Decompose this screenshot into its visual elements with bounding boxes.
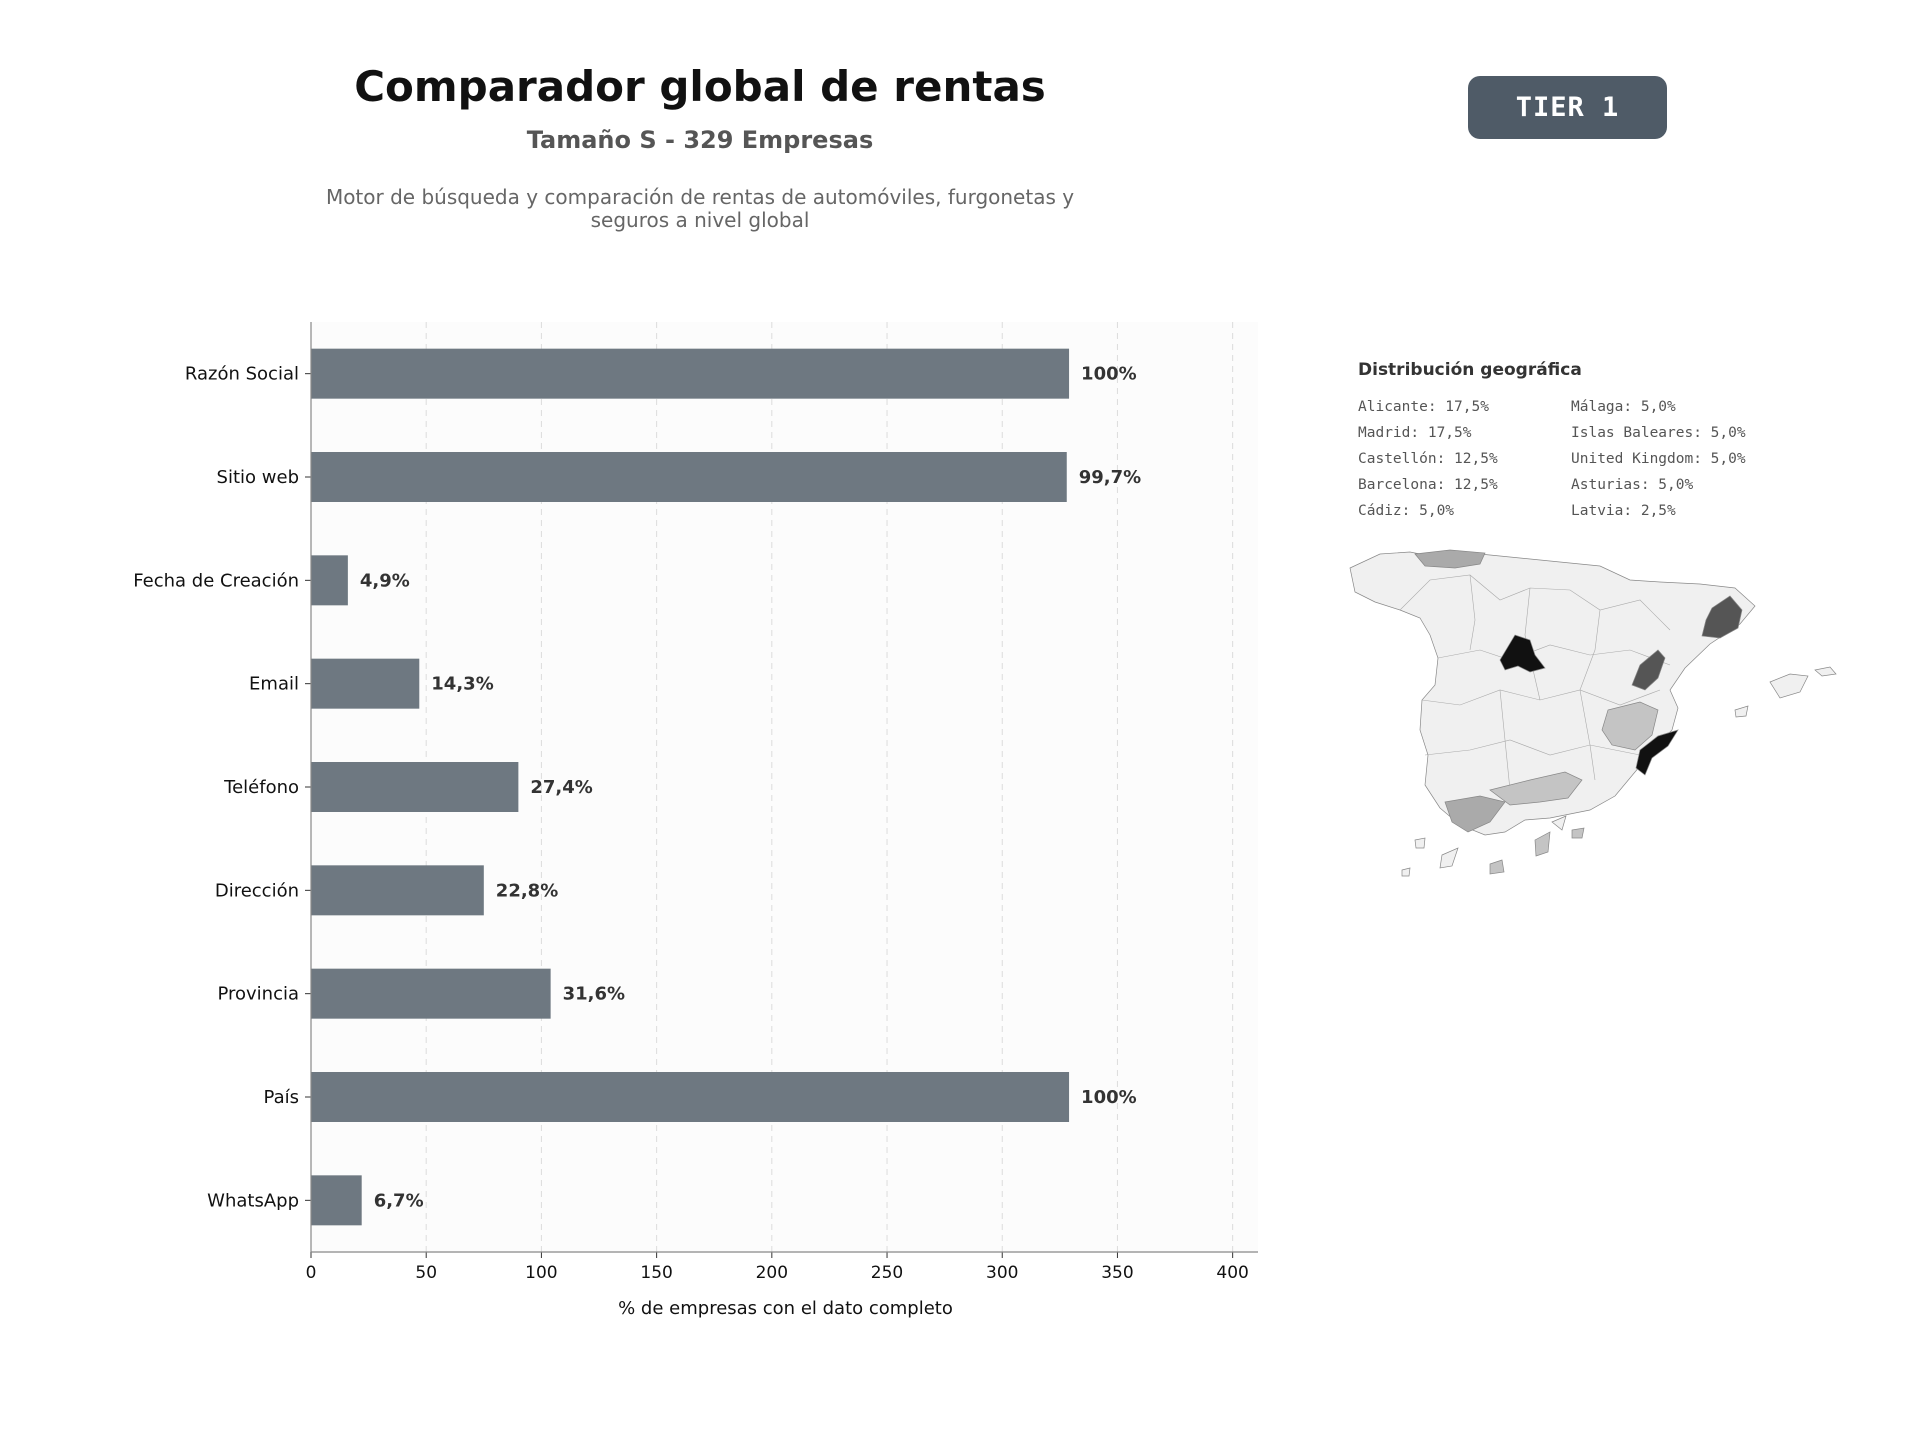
spain-choropleth-map [1349,549,1837,877]
category-label: Sitio web [217,467,299,488]
map-region-asturias [1414,549,1486,569]
bar [311,762,519,812]
description-line-2: seguros a nivel global [590,208,810,232]
geo-item: Latvia: 2,5% [1571,503,1676,519]
map-region-canarias-5 [1414,837,1426,849]
map-region-canarias-4 [1551,815,1567,831]
bar [311,1072,1070,1122]
x-tick-label: 300 [986,1263,1018,1283]
x-tick-label: 350 [1101,1263,1133,1283]
x-tick-label: 200 [756,1263,788,1283]
geo-item: United Kingdom: 5,0% [1571,451,1746,467]
map-regions [1349,549,1837,877]
bar-value-label: 22,8% [496,880,558,901]
category-label: Razón Social [185,364,299,385]
geo-column-left: Alicante: 17,5% Madrid: 17,5% Castellón:… [1358,394,1571,524]
map-region-madrid [1499,634,1546,673]
map-region-baleares-2 [1814,666,1837,677]
geo-item: Islas Baleares: 5,0% [1571,425,1746,441]
x-tick-label: 150 [640,1263,672,1283]
page-description: Motor de búsqueda y comparación de renta… [300,186,1100,232]
tier-badge: TIER 1 [1468,76,1667,139]
map-region-castellon [1631,649,1666,691]
bar [311,348,1070,399]
geo-item: Alicante: 17,5% [1358,399,1489,415]
x-tick-label: 50 [415,1263,437,1283]
bar [311,658,420,709]
bar-value-label: 6,7% [374,1190,424,1211]
x-tick-label: 0 [306,1263,317,1283]
map-region-valencia [1601,701,1659,751]
geo-legend: Alicante: 17,5% Madrid: 17,5% Castellón:… [1358,394,1878,524]
geo-item: Málaga: 5,0% [1571,399,1676,415]
bar-value-label: 27,4% [530,777,592,798]
map-region-alicante [1635,729,1679,776]
map-region-canarias-3 [1534,831,1551,857]
bar [311,452,1067,502]
geo-distribution-panel: Distribución geográfica Alicante: 17,5% … [1358,360,1878,524]
bar-value-label: 14,3% [431,674,493,695]
x-tick-label: 400 [1216,1263,1248,1283]
bar-value-label: 4,9% [360,570,410,591]
geo-item: Castellón: 12,5% [1358,451,1498,467]
map-region-ceuta [1571,827,1585,839]
map-region-malaga [1489,771,1583,806]
geo-item: Barcelona: 12,5% [1358,477,1498,493]
map-region-cadiz [1444,795,1506,833]
x-axis-label: % de empresas con el dato completo [618,1298,953,1319]
bar-value-label: 31,6% [563,984,625,1005]
x-tick-label: 100 [525,1263,557,1283]
bar [311,865,484,916]
bar-value-label: 99,7% [1079,467,1141,488]
page-title: Comparador global de rentas [354,62,1046,111]
geo-item: Madrid: 17,5% [1358,425,1472,441]
bar-value-label: 100% [1081,364,1137,385]
geo-title: Distribución geográfica [1358,360,1582,380]
bar-chart: 0 50 100 150 200 250 300 350 400 Razón Social 100%… [133,322,1258,1319]
page-subtitle: Tamaño S - 329 Empresas [526,126,874,154]
map-region-canarias-6 [1401,867,1411,877]
map-region-canarias-2 [1489,859,1505,875]
map-region-baleares [1769,673,1809,699]
description-line-1: Motor de búsqueda y comparación de renta… [325,185,1075,209]
map-region-baleares-3 [1734,705,1749,718]
category-label: Dirección [215,880,299,901]
geo-column-right: Málaga: 5,0% Islas Baleares: 5,0% United… [1571,394,1784,524]
category-label: Fecha de Creación [133,570,299,591]
bar-value-label: 100% [1081,1087,1137,1108]
geo-item: Asturias: 5,0% [1571,477,1694,493]
bar [311,555,348,606]
category-label: Provincia [217,984,299,1005]
geo-item: Cádiz: 5,0% [1358,503,1455,519]
bar [311,968,551,1019]
x-tick-label: 250 [871,1263,903,1283]
category-label: Email [249,674,299,695]
category-label: Teléfono [223,777,299,798]
map-region-barcelona [1701,595,1743,639]
map-region-canarias-1 [1439,847,1459,869]
bar [311,1175,362,1226]
category-label: WhatsApp [207,1190,299,1211]
category-label: País [264,1087,299,1108]
map-province-borders [1399,574,1671,791]
